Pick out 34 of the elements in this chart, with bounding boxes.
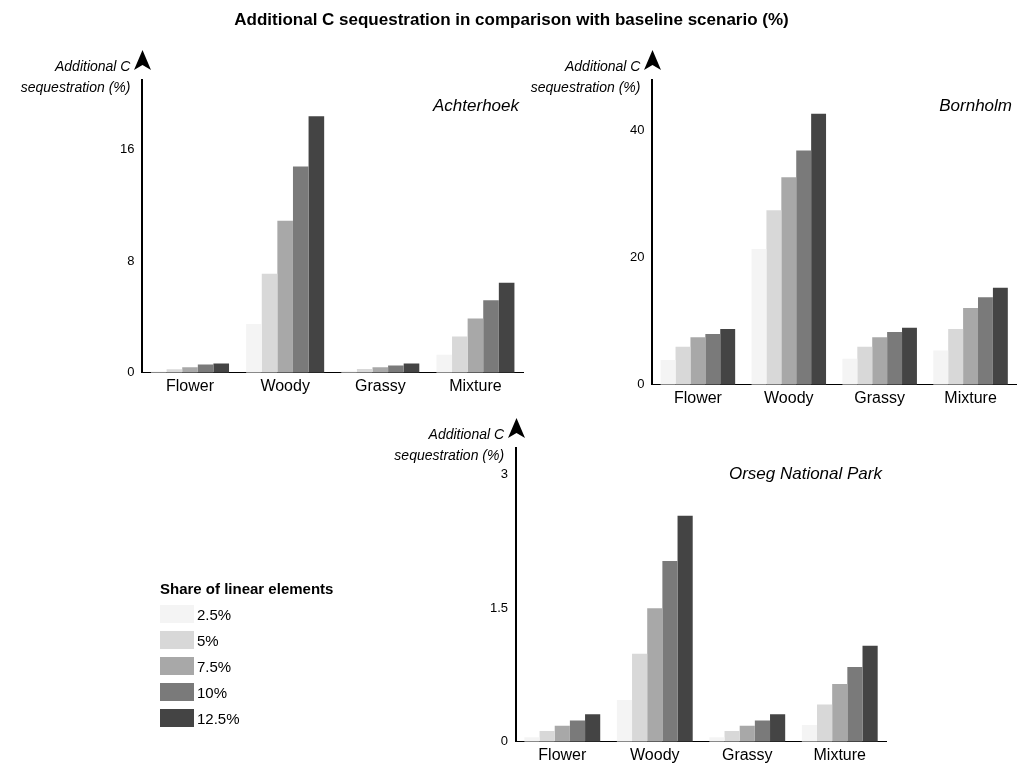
x-tick-label: Grassy xyxy=(721,745,773,763)
x-tick-label: Mixture xyxy=(813,745,867,763)
y-tick-label: 0 xyxy=(127,364,135,380)
y-axis-title: Additional C sequestration (%) xyxy=(393,425,505,465)
y-tick-label: 3 xyxy=(500,466,509,482)
x-tick-label: Grassy xyxy=(354,376,406,394)
x-tick-label: Woody xyxy=(764,388,814,406)
text: Orseg National Park xyxy=(728,464,884,484)
y-tick-label: 0 xyxy=(637,376,645,392)
legend-label: 10% xyxy=(197,683,228,701)
x-tick-label: Flower xyxy=(673,388,723,406)
x-tick-label: Woody xyxy=(260,376,310,394)
y-axis-title: Additional C sequestration (%) xyxy=(19,57,131,97)
x-tick-label: Woody xyxy=(630,745,680,763)
x-tick-label: Mixture xyxy=(944,388,997,406)
y-tick-label: 20 xyxy=(629,249,645,265)
y-axis-title: Additional C sequestration (%) xyxy=(529,57,641,97)
legend-label: 5% xyxy=(197,631,219,649)
legend-title: Share of linear elements xyxy=(160,580,334,597)
y-tick-label: 16 xyxy=(119,141,135,157)
x-tick-label: Grassy xyxy=(854,388,906,406)
chart-title: Additional C sequestration in comparison with baseline scenario (%) xyxy=(233,10,790,30)
y-tick-label: 40 xyxy=(629,122,645,138)
y-tick-label: 1.5 xyxy=(489,599,509,615)
legend-label: 2.5% xyxy=(197,605,232,623)
y-tick-label: 8 xyxy=(127,252,135,268)
legend-label: 7.5% xyxy=(197,657,232,675)
legend-label: 12.5% xyxy=(197,709,240,727)
x-tick-label: Flower xyxy=(538,745,587,763)
text: Achterhoek xyxy=(432,96,521,116)
y-tick-label: 0 xyxy=(500,733,509,749)
text: Bornholm xyxy=(939,96,1012,116)
x-tick-label: Flower xyxy=(166,376,215,394)
x-tick-label: Mixture xyxy=(449,376,502,394)
